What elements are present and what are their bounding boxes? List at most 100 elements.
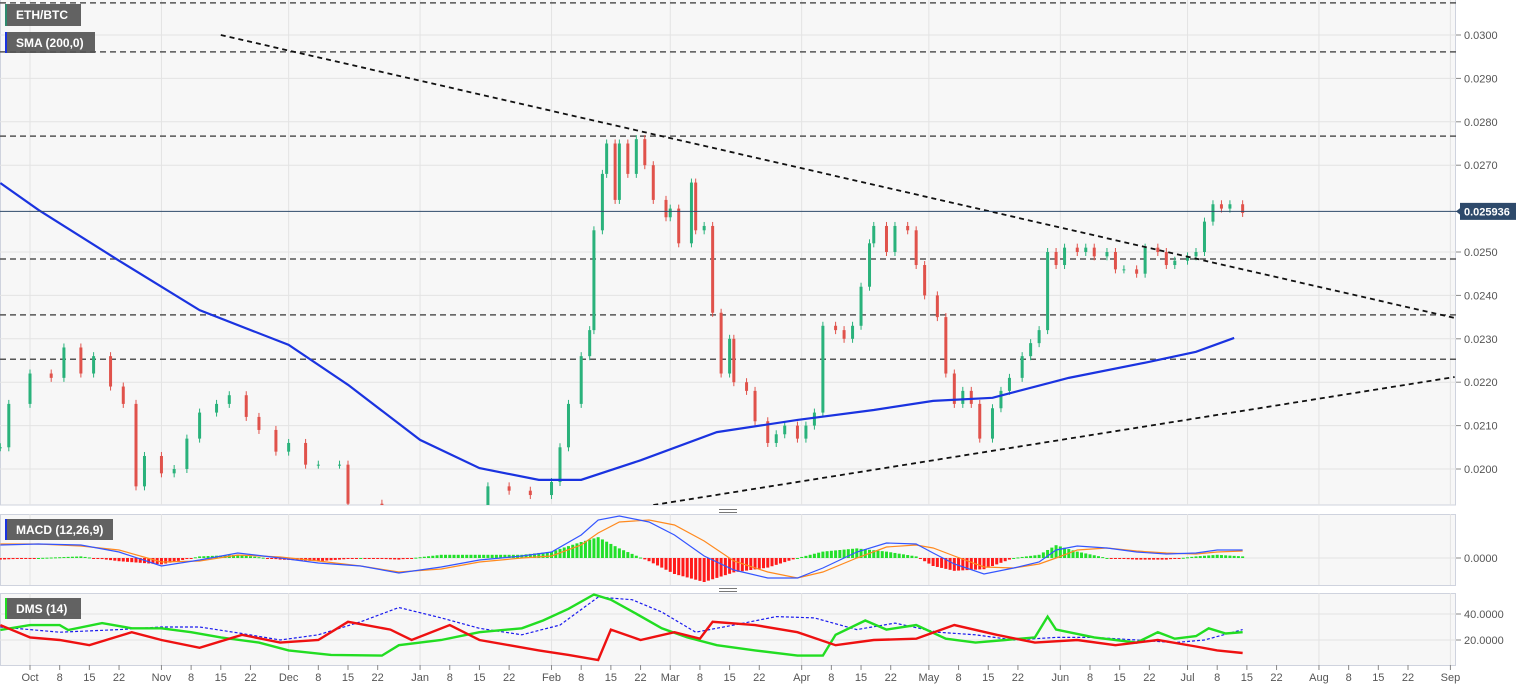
candle-body bbox=[257, 416, 261, 430]
candle-body bbox=[651, 165, 655, 200]
sma-label-text: SMA (200,0) bbox=[16, 36, 84, 50]
candle bbox=[617, 139, 621, 204]
macd-histogram-bar bbox=[999, 558, 1003, 563]
macd-histogram-bar bbox=[622, 550, 626, 558]
candle-body bbox=[1186, 256, 1190, 261]
macd-histogram-bar bbox=[957, 558, 961, 571]
candle-body bbox=[92, 356, 96, 374]
candle-body bbox=[172, 469, 176, 474]
macd-histogram-bar bbox=[49, 557, 53, 559]
symbol-label[interactable]: ETH/BTC bbox=[5, 4, 81, 26]
macd-histogram-bar bbox=[507, 554, 511, 558]
candle-body bbox=[1219, 204, 1223, 209]
macd-histogram-bar bbox=[104, 558, 108, 560]
sma-line bbox=[0, 182, 1235, 481]
macd-histogram-bar bbox=[36, 558, 40, 559]
dms-panel[interactable] bbox=[0, 593, 1456, 666]
candle bbox=[1029, 339, 1033, 361]
candle-body bbox=[185, 438, 189, 469]
macd-histogram-bar bbox=[583, 540, 587, 558]
candle bbox=[859, 282, 863, 330]
pane-resize-handle[interactable] bbox=[719, 509, 737, 513]
y-tick-label: 0.0280 bbox=[1464, 117, 1498, 129]
candle bbox=[172, 465, 176, 478]
candle bbox=[316, 460, 320, 469]
x-tick-label: 8 bbox=[1214, 672, 1220, 684]
macd-histogram-bar bbox=[456, 554, 460, 558]
macd-histogram-bar bbox=[0, 558, 2, 560]
candle bbox=[1156, 243, 1160, 256]
candle-body bbox=[884, 225, 888, 252]
candle-body bbox=[732, 338, 736, 383]
macd-histogram-bar bbox=[940, 558, 944, 568]
candle-body bbox=[1075, 247, 1079, 252]
macd-histogram-bar bbox=[1071, 550, 1075, 558]
x-tick-label: 22 bbox=[503, 672, 515, 684]
candle bbox=[961, 386, 965, 408]
macd-histogram-bar bbox=[592, 538, 596, 558]
macd-histogram-bar bbox=[545, 552, 549, 558]
candle-body bbox=[999, 390, 1003, 409]
macd-histogram-bar bbox=[562, 547, 566, 558]
macd-histogram-bar bbox=[113, 558, 117, 561]
macd-histogram-bar bbox=[617, 548, 621, 558]
macd-histogram-bar bbox=[1113, 558, 1117, 559]
candle bbox=[1037, 326, 1041, 348]
x-tick-label: 8 bbox=[1087, 672, 1093, 684]
candle-body bbox=[677, 208, 681, 244]
candle bbox=[702, 221, 706, 235]
candle bbox=[1113, 248, 1117, 274]
grid-lines bbox=[0, 0, 1456, 665]
macd-histogram-bar bbox=[914, 556, 918, 558]
macd-histogram-bar bbox=[431, 555, 435, 558]
candle-body bbox=[304, 442, 308, 465]
macd-histogram-bar bbox=[897, 553, 901, 558]
macd-histogram-bar bbox=[1020, 556, 1024, 558]
macd-histogram-bar bbox=[702, 558, 706, 582]
macd-histogram-bar bbox=[639, 557, 643, 559]
candle bbox=[592, 226, 596, 335]
candle-body bbox=[1037, 330, 1041, 344]
macd-histogram-bar bbox=[821, 551, 825, 558]
minus-di-line bbox=[0, 620, 1243, 662]
candle bbox=[1007, 373, 1011, 395]
candle bbox=[745, 378, 749, 395]
macd-histogram-bar bbox=[969, 558, 973, 570]
candle-body bbox=[694, 182, 698, 231]
macd-histogram-bar bbox=[210, 555, 214, 558]
candle bbox=[1135, 265, 1139, 278]
macd-histogram-bar bbox=[1109, 558, 1113, 559]
candle-body bbox=[626, 143, 630, 174]
candle-body bbox=[1122, 269, 1126, 271]
macd-histogram-bar bbox=[181, 558, 185, 560]
x-tick-label: 15 bbox=[1114, 672, 1126, 684]
macd-label[interactable]: MACD (12,26,9) bbox=[5, 519, 113, 540]
macd-histogram-bar bbox=[308, 558, 312, 561]
pane-resize-handle[interactable] bbox=[719, 588, 737, 592]
macd-histogram-bar bbox=[961, 558, 965, 571]
macd-histogram-bar bbox=[1033, 555, 1037, 558]
macd-histogram-bar bbox=[418, 557, 422, 559]
candle bbox=[711, 221, 715, 317]
candle-body bbox=[719, 312, 723, 374]
macd-histogram-bar bbox=[541, 552, 545, 558]
x-tick-label: 22 bbox=[113, 672, 125, 684]
candle-body bbox=[507, 486, 511, 491]
candle-body bbox=[62, 347, 66, 378]
dms-label[interactable]: DMS (14) bbox=[5, 598, 81, 619]
macd-histogram-bar bbox=[1088, 554, 1092, 558]
candle bbox=[664, 195, 668, 222]
macd-histogram-bar bbox=[494, 554, 498, 558]
last-price-label: 0.025936 bbox=[1464, 206, 1510, 218]
macd-histogram-bar bbox=[32, 558, 36, 559]
candle-body bbox=[702, 225, 706, 231]
macd-histogram-bar bbox=[965, 558, 969, 571]
x-tick-label: 22 bbox=[244, 672, 256, 684]
candle bbox=[821, 321, 825, 417]
candle-body bbox=[49, 373, 53, 378]
macd-histogram-bar bbox=[893, 552, 897, 558]
macd-histogram-bar bbox=[41, 557, 45, 559]
sma-label[interactable]: SMA (200,0) bbox=[5, 32, 95, 53]
macd-histogram-bar bbox=[1139, 558, 1143, 560]
